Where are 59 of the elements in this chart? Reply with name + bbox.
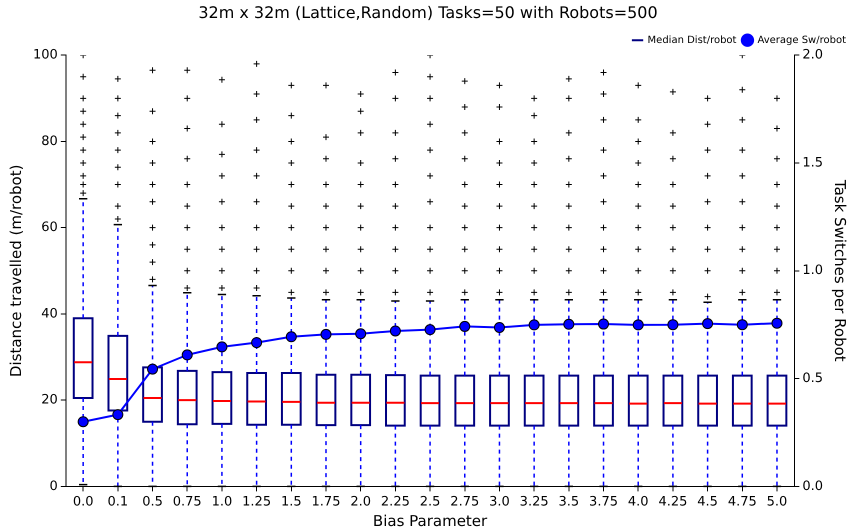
x-axis-title: Bias Parameter [372, 512, 488, 530]
point [459, 320, 470, 332]
point [771, 318, 782, 329]
y-tick-label: 80 [41, 134, 58, 149]
x-tick-label: 4.25 [658, 494, 688, 510]
point [286, 331, 297, 342]
x-tick-label: 1.0 [212, 494, 232, 510]
point [182, 349, 193, 360]
y2-tick-label: 1.0 [802, 263, 824, 278]
x-tick-label: 1.5 [280, 494, 302, 510]
point [494, 322, 505, 334]
point [78, 416, 89, 428]
point [112, 409, 124, 420]
point [563, 318, 574, 330]
y-tick-label: 40 [41, 306, 58, 322]
y2-tick-label: 2.0 [802, 48, 824, 63]
x-tick-label: 2.75 [450, 494, 480, 510]
y-tick-label: 20 [41, 392, 58, 408]
point [528, 319, 540, 330]
x-tick-label: 2.25 [380, 494, 410, 510]
point [355, 328, 366, 340]
x-tick-label: 5.0 [766, 494, 788, 510]
x-tick-label: 2.5 [420, 494, 440, 510]
x-tick-label: 3.5 [558, 494, 580, 510]
x-tick-label: 0.5 [142, 494, 163, 510]
point [147, 364, 158, 375]
x-tick-label: 3.0 [489, 494, 510, 510]
point [216, 341, 228, 352]
point [390, 325, 401, 336]
y2-tick-label: 0.0 [802, 478, 824, 494]
chart-title: 32m x 32m (Lattice,Random) Tasks=50 with Robots=500 [198, 2, 658, 22]
point [424, 324, 436, 336]
y-tick-label: 100 [32, 48, 58, 63]
x-tick-label: 1.75 [312, 494, 340, 510]
legend-label: Median Dist/robot [648, 34, 737, 46]
point [667, 319, 678, 330]
legend-label: Average Sw/robot [757, 34, 846, 46]
x-tick-label: 0.1 [108, 494, 128, 510]
x-tick-label: 0.75 [172, 494, 202, 510]
y-tick-label: 60 [41, 220, 58, 236]
y2-tick-label: 1.5 [802, 155, 824, 170]
y-tick-label: 0 [50, 478, 58, 494]
x-tick-label: 0.0 [72, 494, 94, 510]
y2-axis-title: Task Switches per Robot [831, 178, 850, 362]
point [736, 319, 748, 330]
x-tick-label: 4.0 [628, 494, 649, 510]
x-tick-label: 3.75 [589, 494, 618, 510]
point [251, 337, 262, 348]
point [598, 318, 610, 330]
y2-tick-label: 0.5 [802, 370, 824, 386]
x-tick-label: 4.5 [697, 494, 718, 510]
x-tick-label: 3.25 [520, 494, 549, 510]
x-tick-label: 2.0 [350, 494, 372, 510]
point [320, 328, 332, 340]
point [632, 319, 644, 330]
y-axis-title: Distance travelled (m/robot) [6, 164, 25, 378]
point [702, 318, 714, 330]
x-tick-label: 1.25 [242, 494, 272, 510]
x-tick-label: 4.75 [728, 494, 757, 510]
